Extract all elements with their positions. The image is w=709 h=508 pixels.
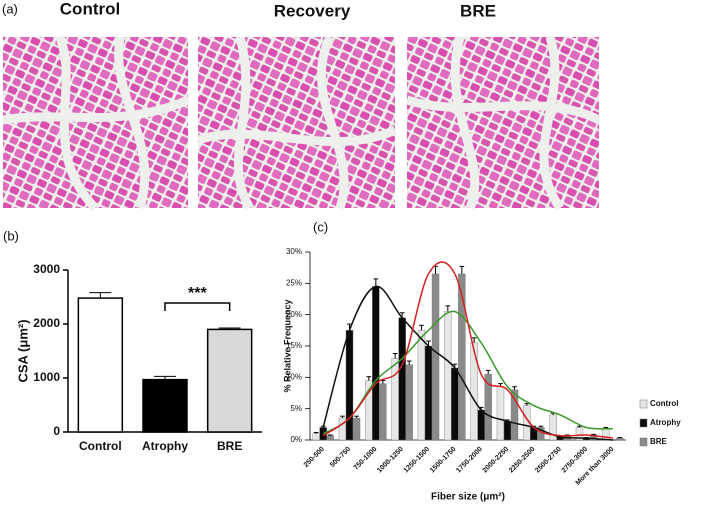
x-tick-label: 1500-1750 (429, 446, 458, 475)
bar (312, 433, 320, 441)
bar (206, 328, 253, 433)
histology: (a) Control Recovery BRE (2, 0, 602, 212)
x-tick-label: 2500-2750 (534, 446, 563, 475)
x-tick-label: 1000-1250 (376, 446, 405, 475)
y-tick-label: 2000 (33, 316, 60, 330)
significance-label: *** (188, 285, 207, 302)
bar (391, 358, 399, 441)
x-axis-label: Fiber size (μm²) (431, 492, 505, 503)
septum (2, 35, 190, 212)
y-tick-label: 1000 (33, 370, 60, 384)
panel-label: (b) (3, 228, 19, 243)
y-tick-label: 5% (290, 404, 302, 413)
image-label: Recovery (274, 1, 351, 20)
y-tick-label: 25% (286, 278, 302, 287)
bar (503, 421, 512, 441)
x-tick-label: 500-750 (329, 446, 352, 469)
trend-line (322, 261, 613, 439)
panel-label: (c) (313, 219, 328, 234)
micrograph (407, 37, 599, 208)
bar (398, 317, 406, 441)
legend-label: Control (650, 399, 678, 408)
y-tick-label: 30% (286, 247, 302, 256)
legend-swatch (639, 418, 648, 428)
error-bar (445, 305, 451, 312)
septum (196, 35, 397, 211)
septum (405, 35, 602, 211)
image-label: BRE (460, 1, 496, 20)
error-bar (433, 265, 438, 274)
bar (326, 435, 334, 441)
error-bar (327, 434, 333, 436)
bar (77, 297, 124, 433)
bar (431, 273, 440, 441)
error-bar (154, 375, 176, 380)
panel-label: (a) (2, 1, 18, 16)
error-bar (617, 436, 623, 439)
bar (417, 330, 426, 441)
bar (451, 367, 459, 441)
bar (616, 437, 624, 441)
y-tick-label: 0 (53, 424, 60, 438)
x-tick-label: 1250-1500 (403, 446, 432, 475)
bar (444, 311, 452, 441)
bar (496, 386, 505, 441)
x-tick-label: 2000-2250 (482, 446, 511, 475)
error-bar (459, 265, 465, 274)
error-bar (406, 360, 412, 365)
bar (352, 417, 361, 441)
error-bar (512, 386, 517, 390)
legend-label: Atrophy (650, 418, 681, 427)
micrograph (198, 37, 395, 208)
legend-swatch (639, 437, 648, 447)
x-tick-label: BRE (217, 439, 242, 453)
error-bar (366, 376, 372, 381)
x-tick-label: Control (79, 439, 122, 453)
error-bar (218, 327, 241, 330)
micrograph (3, 37, 188, 208)
bar (424, 345, 433, 441)
x-tick-label: 1750-2000 (455, 446, 484, 475)
trend-line (322, 285, 613, 441)
bar (405, 364, 413, 441)
y-tick-label: 10% (286, 372, 302, 381)
error-bar (419, 324, 424, 331)
significance-bracket (164, 302, 231, 311)
error-bar (340, 415, 345, 419)
error-bar (373, 278, 379, 287)
y-axis-label: CSA (μm²) (15, 319, 30, 382)
x-tick-label: 250-500 (303, 446, 326, 469)
y-axis-label: % Relative Frequency (282, 299, 292, 392)
y-tick-label: 3000 (33, 262, 60, 276)
bar (372, 286, 380, 441)
legend-label: BRE (650, 437, 668, 446)
y-tick-label: 15% (286, 341, 302, 350)
bar (477, 409, 485, 441)
error-bar (524, 403, 530, 406)
y-tick-label: 0% (290, 435, 302, 444)
error-bar (354, 415, 359, 419)
error-bar (485, 369, 491, 375)
bar (345, 330, 354, 441)
error-bar (471, 337, 477, 343)
legend-swatch (639, 399, 648, 409)
error-bar (380, 379, 386, 384)
bar (510, 389, 519, 441)
y-tick-label: 20% (286, 310, 302, 319)
bar (142, 378, 188, 433)
error-bar (313, 431, 319, 434)
error-bar (538, 425, 544, 428)
bar (379, 383, 387, 441)
error-bar (392, 353, 398, 359)
bar (602, 428, 610, 441)
x-tick-label: Atrophy (142, 439, 188, 453)
x-tick-label: 2250-2500 (508, 446, 537, 475)
x-tick-label: 750-1000 (353, 446, 379, 472)
image-label: Control (60, 0, 120, 18)
error-bar (89, 292, 112, 299)
